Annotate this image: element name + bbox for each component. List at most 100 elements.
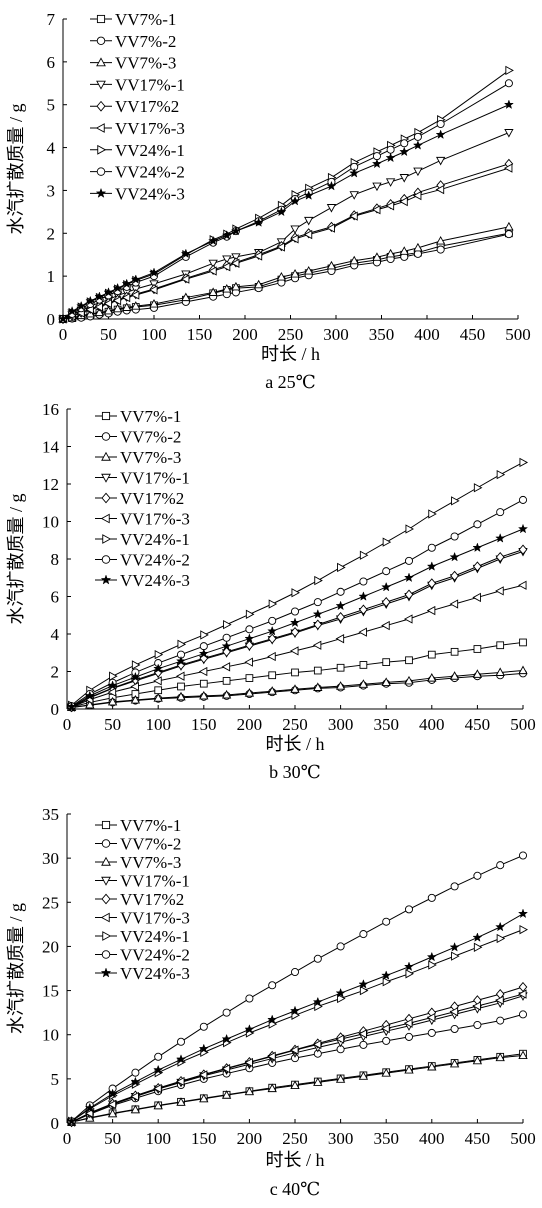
x-tick-label: 400 [419,1129,445,1148]
data-point [495,533,506,543]
data-point [403,1018,413,1028]
y-tick-label: 16 [42,400,59,419]
data-point [148,267,160,278]
data-point [103,287,114,297]
legend-label: VV17%2 [115,97,179,116]
panel-caption: b 30℃ [269,762,321,782]
data-point [358,979,369,989]
data-point [427,673,437,682]
data-point [504,221,514,231]
data-point [399,196,408,207]
x-tick-label: 450 [460,325,486,344]
data-point [222,1008,231,1017]
data-point [335,681,346,690]
x-tick-label: 250 [282,715,308,734]
data-point [473,561,482,572]
data-point [198,1070,208,1080]
data-point [221,1033,232,1044]
data-point [517,989,527,999]
data-point [503,163,513,173]
x-tick-label: 0 [63,715,72,734]
data-point [121,278,132,289]
data-point [94,302,103,312]
data-point [313,598,322,607]
data-point [427,578,437,589]
data-point [495,667,505,676]
data-point [405,656,413,665]
series-VV7%-3 [66,1050,528,1126]
legend-marker [96,80,106,90]
data-point [450,532,459,541]
x-tick-label: 100 [145,715,171,734]
data-point [221,230,232,240]
data-point [496,861,505,870]
data-point [312,996,323,1007]
data-point [326,180,337,191]
data-point [154,649,164,660]
data-point [518,1010,528,1019]
series-VV7%-3 [66,665,528,712]
data-point [290,1080,300,1089]
data-point [405,524,415,534]
data-point [109,671,118,681]
legend-marker [100,513,110,524]
data-point [426,605,436,616]
data-point [472,542,483,553]
data-point [107,680,118,690]
data-point [336,942,345,951]
data-point [358,1071,369,1080]
data-point [386,145,395,154]
data-point [180,274,190,284]
data-point [449,671,460,680]
data-point [314,575,323,586]
x-tick-label: 500 [510,715,536,734]
data-point [66,701,77,712]
data-point [435,184,445,195]
data-point [399,146,410,157]
series-VV24%-2 [67,851,528,1126]
data-point [313,954,322,963]
data-point [153,1064,164,1075]
data-point [381,597,391,608]
x-axis-label: 时长 / h [265,734,324,754]
legend-marker [102,534,112,544]
data-point [130,1104,141,1114]
data-point [358,591,369,601]
data-point [517,908,529,919]
data-point [519,924,529,935]
data-point [326,260,337,270]
legend-label: VV7%-3 [115,54,176,73]
data-point [337,562,346,573]
data-point [267,1051,276,1062]
data-point [313,619,323,630]
data-point [381,620,390,631]
data-point [244,1057,253,1068]
data-point [472,1055,483,1065]
data-point [403,572,415,583]
x-tick-label: 350 [369,325,395,344]
data-point [517,523,529,534]
data-point [359,604,368,615]
legend-marker [102,931,112,941]
data-point [495,995,504,1005]
data-point [153,693,163,702]
data-point [426,951,437,962]
data-point [289,617,301,628]
legend-marker [96,36,106,46]
legend-marker [101,492,111,504]
data-point [382,537,392,547]
data-point [413,132,422,141]
data-point [382,977,392,987]
data-point [381,970,392,980]
data-point [519,457,529,468]
legend-marker [96,167,106,176]
series-VV24%-3 [57,99,514,324]
x-tick-label: 350 [373,715,399,734]
x-tick-label: 50 [104,715,121,734]
data-point [358,1029,367,1039]
legend-marker [101,473,111,483]
y-tick-label: 12 [42,475,59,494]
data-point [399,174,409,183]
data-point [130,1076,141,1087]
chart-panel-3: 0 50 100 150 200 250 300 350 400 450 500 0 5 10 15 20 25… [6,805,536,1199]
